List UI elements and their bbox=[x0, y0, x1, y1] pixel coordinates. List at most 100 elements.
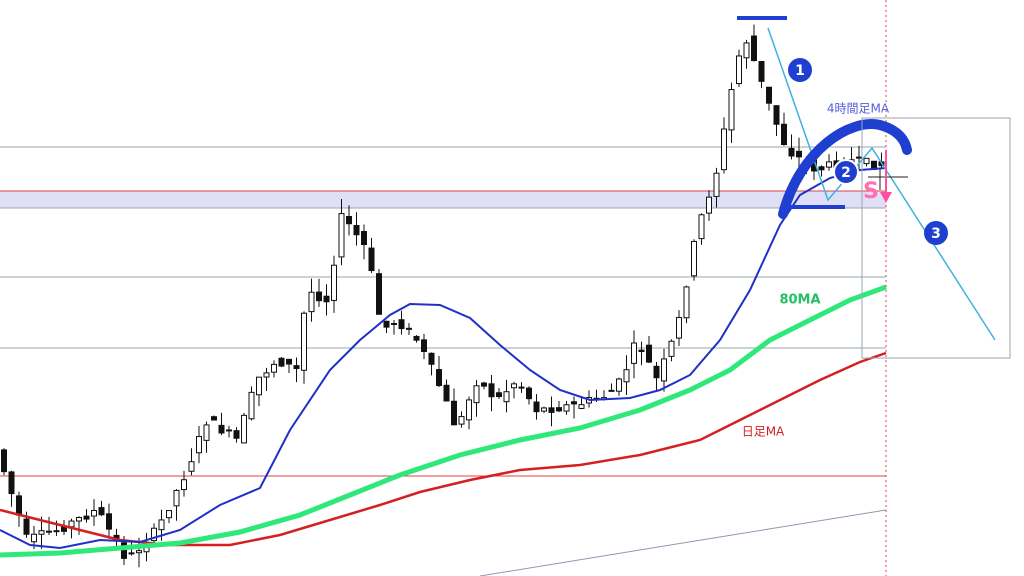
candle bbox=[623, 369, 630, 383]
candle bbox=[271, 363, 277, 373]
candle bbox=[301, 312, 307, 371]
candle bbox=[106, 513, 112, 530]
candle bbox=[8, 471, 15, 495]
candle bbox=[91, 510, 97, 517]
signal-arrow bbox=[880, 192, 892, 203]
candle bbox=[548, 407, 555, 413]
candle bbox=[188, 461, 195, 472]
candle bbox=[518, 386, 525, 389]
candle bbox=[181, 479, 187, 491]
candles bbox=[1, 24, 885, 568]
candle bbox=[473, 385, 480, 404]
candle bbox=[203, 424, 210, 441]
candle bbox=[743, 42, 750, 59]
candle bbox=[556, 407, 562, 412]
candle bbox=[211, 416, 217, 421]
candle bbox=[316, 291, 322, 302]
candle bbox=[773, 105, 780, 125]
candle bbox=[158, 519, 165, 531]
candle bbox=[308, 291, 315, 313]
marker-label: 1 bbox=[795, 63, 805, 79]
candle bbox=[766, 86, 772, 104]
candle bbox=[263, 372, 270, 378]
candle bbox=[151, 527, 157, 542]
candle bbox=[338, 213, 345, 258]
candle bbox=[533, 401, 540, 413]
ma-80-line bbox=[0, 284, 887, 558]
candle bbox=[751, 35, 757, 62]
candle bbox=[443, 384, 450, 402]
candle bbox=[248, 391, 255, 420]
candle bbox=[788, 147, 795, 157]
candle bbox=[46, 530, 52, 533]
candle bbox=[541, 407, 547, 412]
candle bbox=[421, 339, 427, 353]
candle bbox=[863, 157, 870, 165]
candle bbox=[728, 89, 735, 131]
candle bbox=[428, 352, 435, 365]
candle bbox=[526, 387, 532, 400]
candle bbox=[781, 123, 787, 146]
marker-label: 3 bbox=[931, 226, 941, 242]
candle bbox=[713, 172, 720, 197]
candle bbox=[706, 196, 712, 214]
ma-80-label: 80MA bbox=[779, 293, 820, 308]
candle bbox=[361, 231, 367, 245]
candle bbox=[736, 55, 742, 85]
candle bbox=[233, 430, 240, 439]
candle bbox=[691, 240, 697, 277]
candle bbox=[331, 264, 337, 301]
candle bbox=[23, 518, 30, 535]
marker: 2 bbox=[833, 159, 859, 185]
candle bbox=[218, 424, 225, 434]
candle bbox=[83, 515, 90, 520]
candle bbox=[653, 365, 660, 379]
candle bbox=[346, 216, 352, 225]
signal-label: S bbox=[863, 179, 879, 204]
candle bbox=[293, 365, 300, 370]
arc bbox=[778, 119, 912, 219]
candle bbox=[376, 273, 382, 315]
candle bbox=[451, 400, 457, 426]
candle bbox=[818, 166, 825, 171]
candle bbox=[256, 376, 262, 396]
candle bbox=[76, 517, 82, 522]
candle bbox=[646, 344, 652, 363]
marker: 3 bbox=[924, 221, 948, 245]
candle bbox=[241, 414, 247, 444]
candle bbox=[226, 429, 232, 432]
candle bbox=[481, 382, 487, 387]
candle bbox=[286, 358, 292, 365]
candle bbox=[503, 391, 510, 403]
candle bbox=[413, 335, 420, 341]
candle bbox=[466, 399, 472, 421]
candle bbox=[676, 317, 682, 339]
candle bbox=[31, 533, 37, 543]
candle bbox=[196, 436, 202, 454]
zone bbox=[0, 191, 886, 208]
candle bbox=[398, 319, 405, 330]
candle bbox=[511, 383, 517, 389]
candle bbox=[436, 369, 442, 387]
candle bbox=[16, 495, 22, 516]
candle bbox=[616, 378, 622, 392]
candle bbox=[166, 510, 172, 519]
ma-daily-label: 日足MA bbox=[742, 425, 785, 439]
ma-4h-line bbox=[0, 167, 887, 550]
candle bbox=[698, 214, 705, 240]
candle bbox=[638, 349, 645, 353]
candle bbox=[571, 401, 577, 405]
candle bbox=[38, 530, 45, 535]
candle bbox=[826, 161, 832, 168]
candle bbox=[406, 327, 412, 330]
candle bbox=[496, 392, 502, 398]
candle bbox=[458, 416, 465, 425]
candle bbox=[1, 449, 7, 473]
marker: 1 bbox=[788, 58, 812, 82]
candle bbox=[278, 357, 285, 367]
candle bbox=[488, 383, 495, 398]
candle bbox=[721, 128, 727, 171]
candle bbox=[383, 320, 390, 328]
